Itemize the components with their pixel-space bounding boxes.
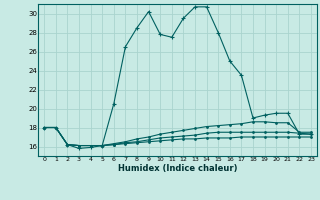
X-axis label: Humidex (Indice chaleur): Humidex (Indice chaleur) [118,164,237,173]
